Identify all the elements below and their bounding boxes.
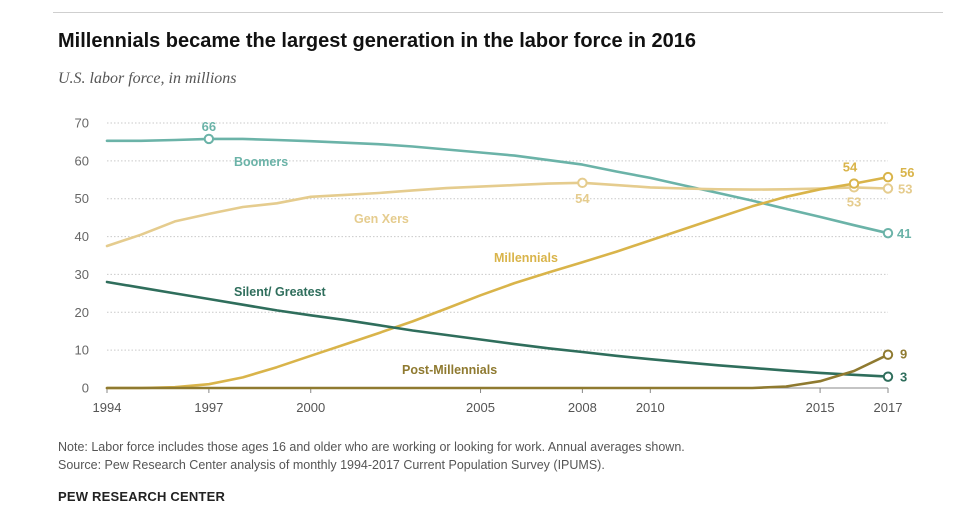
data-label: 56 [900,165,914,180]
x-tick-label: 1994 [93,400,122,415]
series-label-silent-greatest: Silent/ Greatest [234,285,327,299]
chart-title: Millennials became the largest generatio… [58,30,696,52]
data-point-marker [882,349,894,360]
series-line-millennials [105,175,890,390]
y-tick-label: 10 [75,343,89,358]
data-label: 53 [898,181,912,196]
x-tick-label: 2008 [568,400,597,415]
series-label-post-millennials: Post-Millennials [402,363,497,377]
data-point-marker [203,133,215,145]
x-tick-label: 2010 [636,400,665,415]
data-label: 41 [897,226,911,241]
y-tick-label: 50 [75,191,89,206]
chart-note: Note: Labor force includes those ages 16… [58,440,685,454]
data-label: 54 [843,160,858,175]
data-point-marker [577,177,588,189]
data-label: 53 [847,194,861,209]
data-point-marker [882,171,894,183]
series-line-gen-xers [105,181,890,248]
x-tick-label: 2005 [466,400,495,415]
x-tick-label: 2017 [874,400,903,415]
top-rule [53,12,943,13]
y-tick-label: 20 [75,305,89,320]
y-tick-label: 70 [75,116,89,131]
series-label-boomers: Boomers [234,155,288,169]
y-tick-label: 30 [75,267,89,282]
data-label: 9 [900,347,907,362]
y-tick-label: 60 [75,153,89,168]
y-tick-label: 40 [75,229,89,244]
data-point-marker [882,227,894,239]
chart-source: Source: Pew Research Center analysis of … [58,458,605,472]
series-label-gen-xers: Gen Xers [354,212,409,226]
line-chart: 0 10 20 30 40 50 60 70 1994 1997 2000 2005 2008 2010 2… [75,116,915,416]
brand-name: PEW RESEARCH CENTER [58,489,226,504]
data-point-marker [848,178,860,189]
data-label: 3 [900,370,907,385]
chart-subtitle: U.S. labor force, in millions [58,70,237,87]
series-line-post-millennials [105,353,890,390]
series-line-boomers [105,137,890,235]
y-tick-label: 0 [82,381,89,396]
data-label: 66 [202,119,216,134]
x-tick-label: 1997 [194,400,223,415]
series-line-silent-greatest [105,280,890,378]
data-point-marker [882,183,894,194]
series-label-millennials: Millennials [494,251,558,265]
x-tick-label: 2015 [806,400,835,415]
x-tick-label: 2000 [296,400,325,415]
data-point-marker [882,371,894,382]
data-label: 54 [575,191,590,206]
